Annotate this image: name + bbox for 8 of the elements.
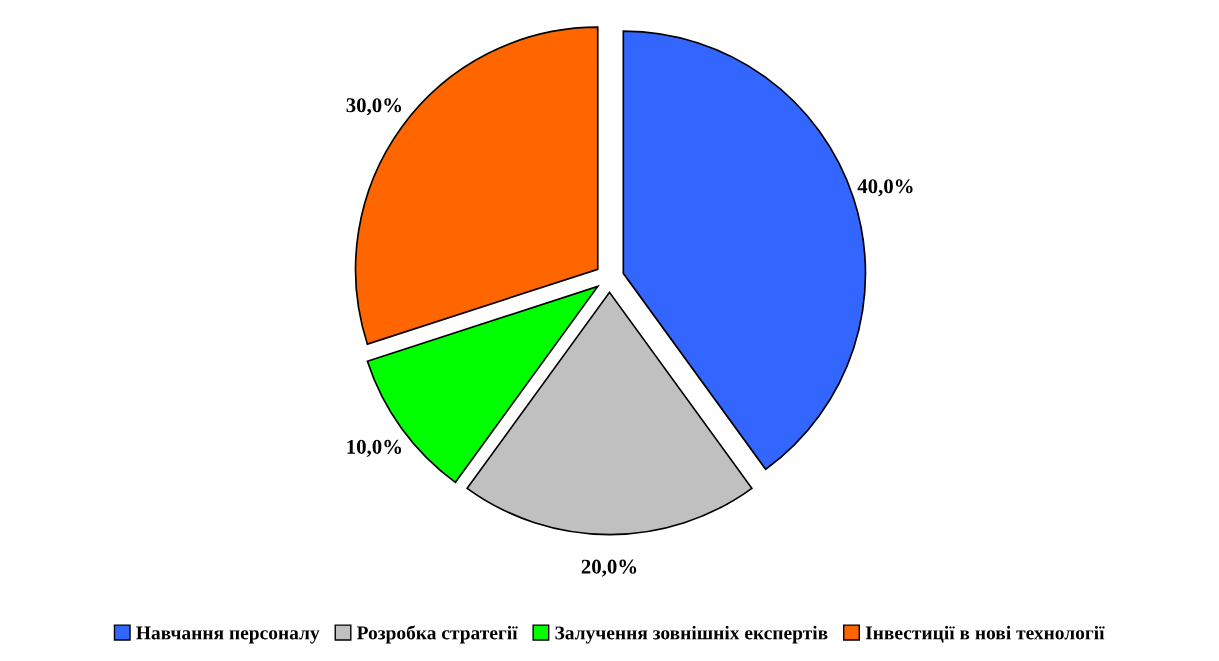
data-label: 40,0% bbox=[857, 179, 913, 197]
legend-label: Інвестиції в нові технології bbox=[865, 625, 1105, 643]
legend-label: Навчання персоналу bbox=[136, 626, 320, 644]
data-label: 20,0% bbox=[581, 559, 637, 577]
legend-label: Залучення зовнішніх експертів bbox=[555, 625, 828, 644]
data-label: 10,0% bbox=[347, 439, 402, 457]
data-label: 30,0% bbox=[346, 98, 402, 116]
legend-label: Розробка стратегії bbox=[356, 625, 518, 644]
